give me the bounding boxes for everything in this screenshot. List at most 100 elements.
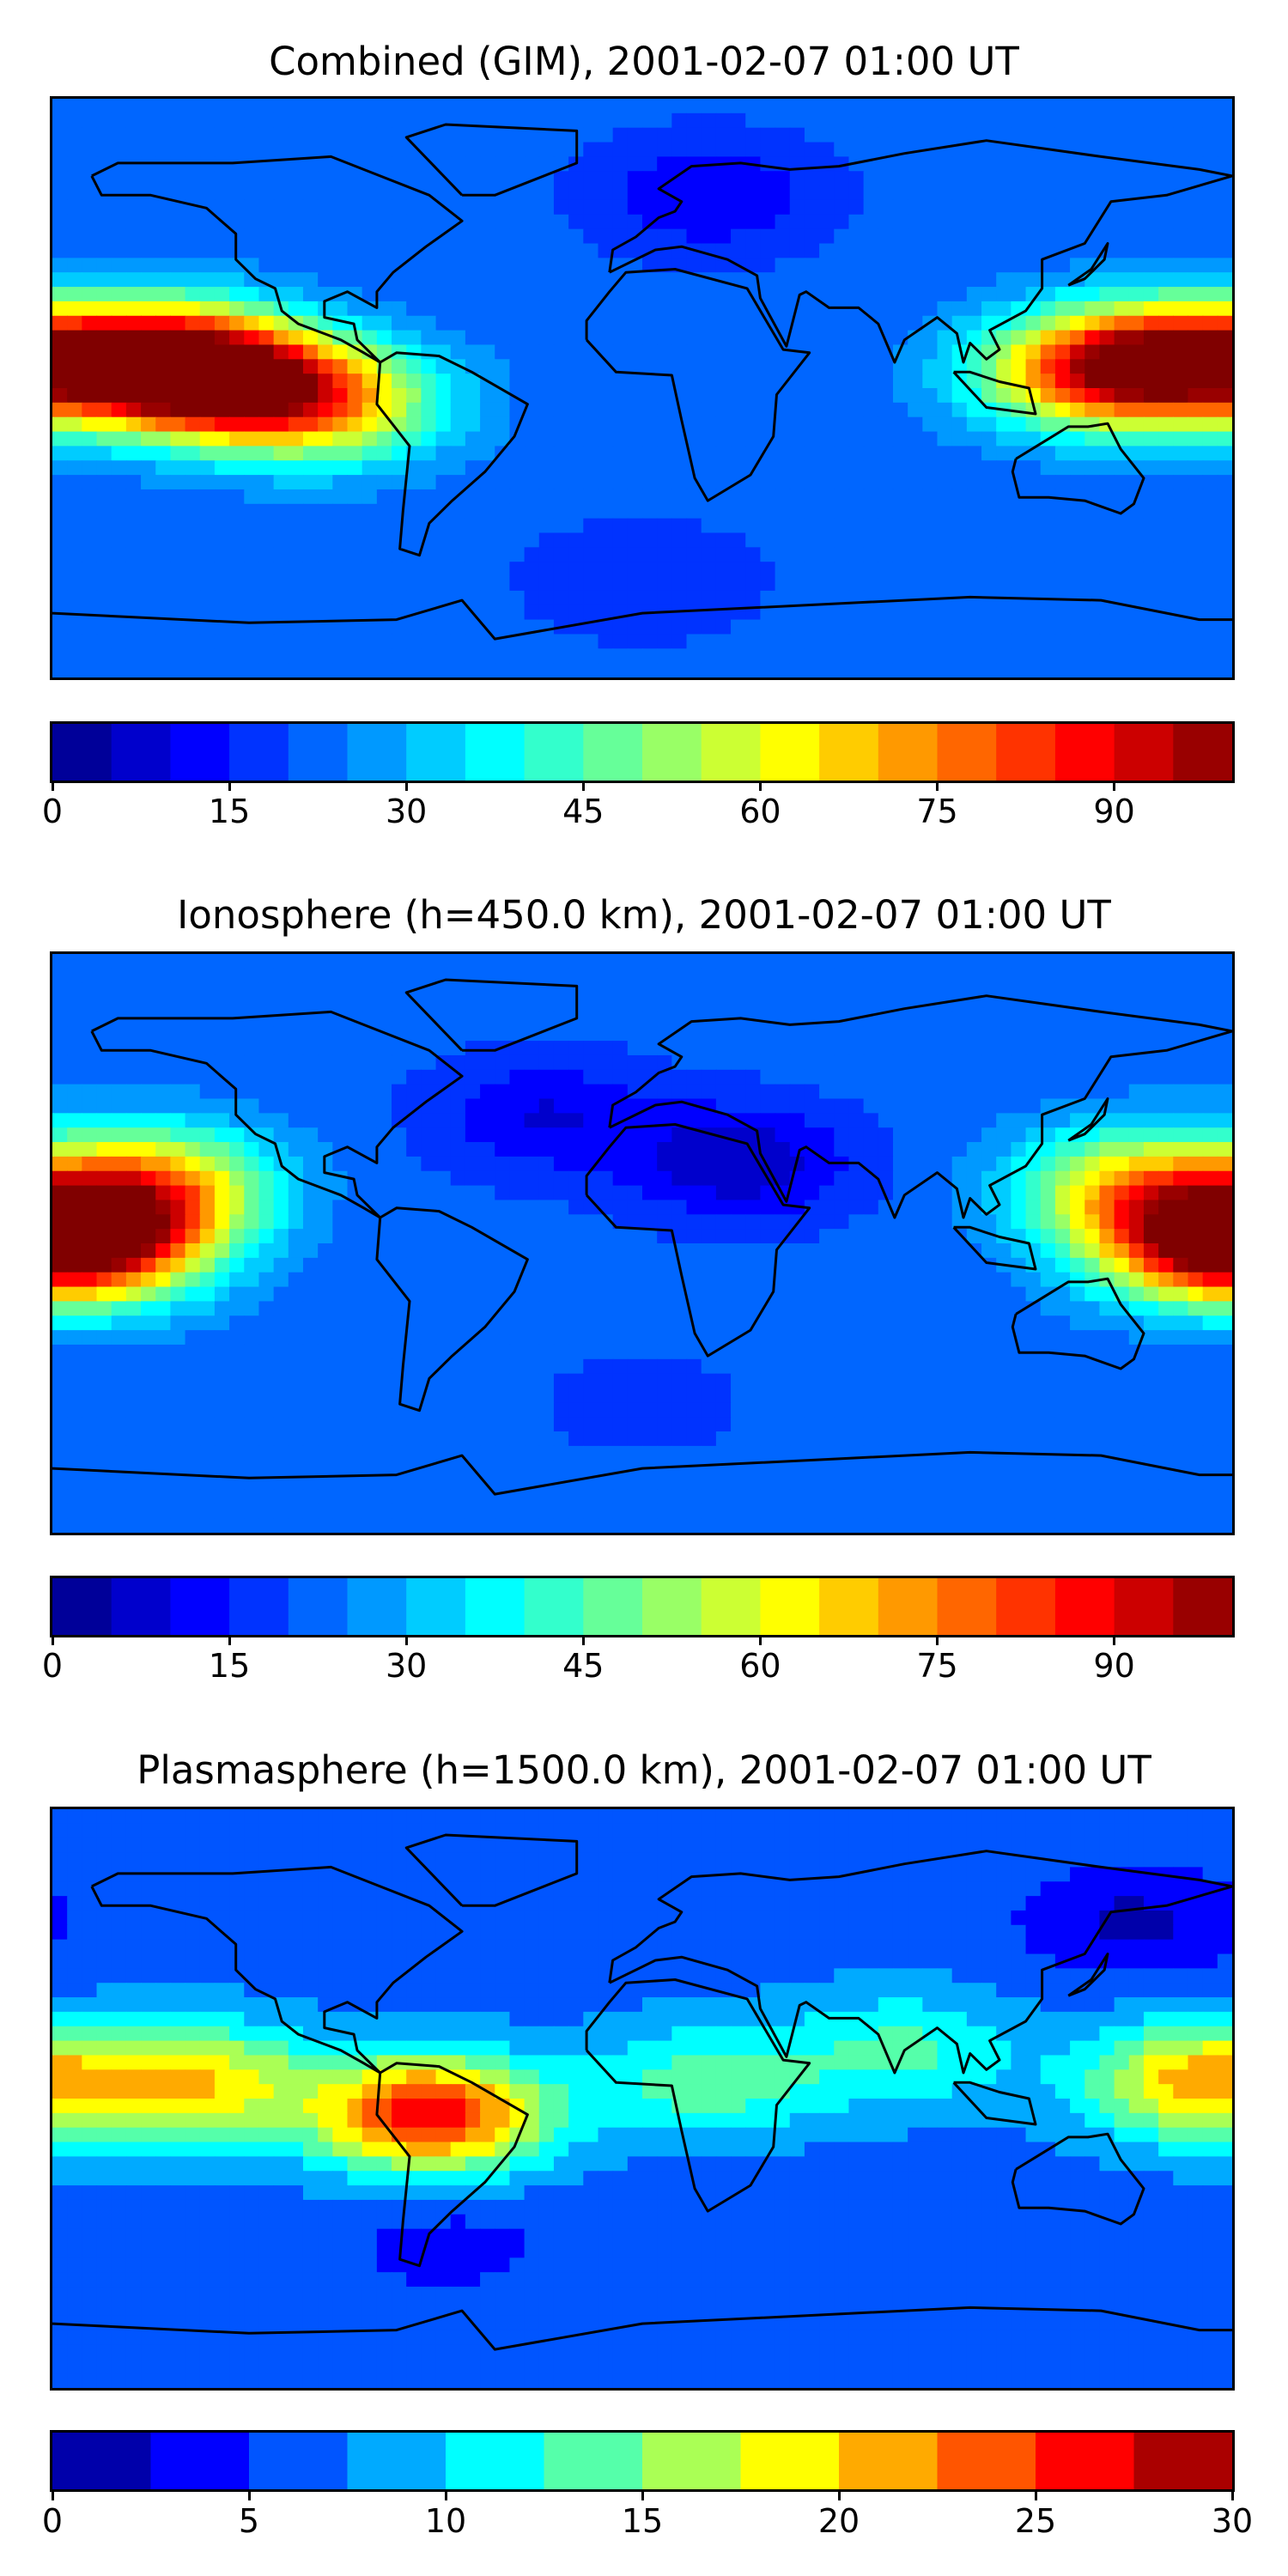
map-cell [185,1185,201,1201]
map-cell [1084,460,1101,476]
map-cell [258,1113,275,1128]
map-cell [731,634,746,649]
map-cell [1217,1185,1232,1201]
map-cell [686,214,702,230]
map-cell [361,112,378,129]
map-cell [125,142,142,157]
map-cell [170,214,186,230]
map-cell [509,214,526,230]
map-cell [612,99,629,114]
map-cell [1143,315,1159,331]
map-cell [82,185,98,201]
map-cell [671,330,688,346]
map-cell [406,1229,422,1244]
map-cell [273,416,289,433]
map-cell [199,185,216,201]
map-cell [1099,258,1115,273]
map-cell [450,460,466,476]
map-cell [760,171,776,186]
map-cell [465,388,481,404]
map-cell [892,489,908,505]
map-cell [731,214,746,230]
map-cell [922,446,939,461]
map-cell [288,344,304,360]
map-cell [715,185,732,201]
map-cell [480,431,495,447]
map-cell [1217,1243,1232,1259]
map-cell [406,301,422,317]
map-cell [1128,1069,1145,1085]
map-cell [568,547,584,562]
map-cell [760,968,776,984]
map-cell [966,475,982,490]
map-cell [1011,127,1027,143]
map-cell [1011,1026,1027,1042]
map-cell [1054,605,1071,621]
map-cell [155,1156,172,1172]
map-cell [908,605,923,621]
map-cell [1202,1054,1218,1071]
map-cell [258,1156,275,1172]
map-cell [332,127,349,143]
map-cell [288,112,304,129]
map-cell [1099,1084,1115,1100]
map-cell [125,388,142,404]
map-cell [214,1214,230,1230]
map-cell [392,214,407,230]
map-cell [288,460,304,476]
map-cell [96,1026,112,1042]
map-cell [848,258,865,273]
map-cell [1114,1229,1130,1244]
map-cell [170,243,186,258]
map-cell [509,315,526,331]
map-cell [1202,1214,1218,1230]
map-cell [819,634,835,649]
map-cell [715,112,732,129]
map-cell [361,982,378,999]
map-cell [199,1098,216,1114]
map-cell [1070,156,1085,172]
map-cell [671,1214,688,1230]
map-cell [1143,446,1159,461]
map-cell [332,1156,349,1172]
map-cell [1173,1113,1189,1128]
map-cell [612,1214,629,1230]
map-cell [951,228,968,245]
map-cell [568,112,584,129]
map-cell [804,142,820,157]
map-cell [421,475,437,490]
map-cell [1173,301,1189,317]
map-cell [789,199,805,216]
map-cell [863,388,879,404]
map-cell [598,1214,614,1230]
map-cell [863,1041,879,1056]
map-cell [465,344,481,360]
map-cell [185,954,201,969]
map-cell [1099,1214,1115,1230]
map-cell [1114,547,1130,562]
map-cell [642,619,658,635]
map-cell [406,518,422,534]
map-cell [1114,185,1130,201]
map-cell [524,1098,540,1114]
map-cell [1025,532,1042,548]
map-cell [789,287,805,302]
map-cell [1143,1127,1159,1143]
map-cell [170,99,186,114]
map-cell [125,359,142,374]
map-cell [273,590,289,606]
map-cell [834,634,850,649]
map-cell [1158,1185,1174,1201]
map-cell [819,475,835,490]
map-cell [199,431,216,447]
map-cell [229,156,245,172]
map-cell [465,374,481,389]
map-cell [406,590,422,606]
map-cell [834,127,850,143]
map-cell [922,1012,939,1027]
map-cell [789,1098,805,1114]
map-cell [480,1054,495,1071]
map-cell [82,1257,98,1273]
map-cell [627,243,643,258]
map-cell [1173,590,1189,606]
